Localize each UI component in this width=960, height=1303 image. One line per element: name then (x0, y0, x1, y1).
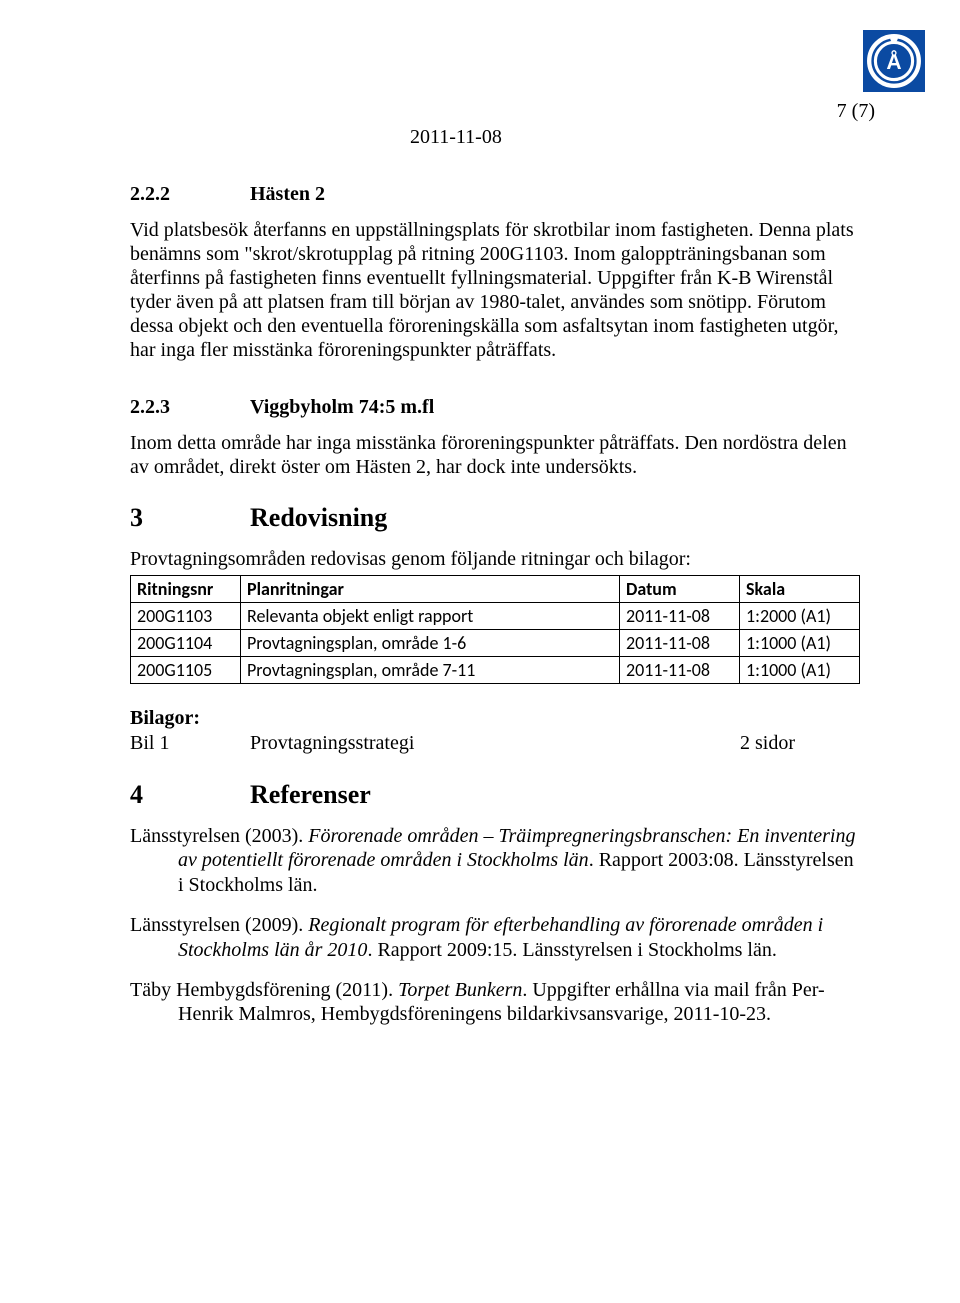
table-cell: 2011-11-08 (620, 603, 740, 630)
bilagor-row: Bil 1 Provtagningsstrategi 2 sidor (130, 731, 860, 756)
heading-3: 3Redovisning (130, 503, 860, 533)
page: Å 7 (7) 2011-11-08 2.2.2Hästen 2 Vid pla… (0, 0, 960, 1303)
table-cell: 1:1000 (A1) (740, 657, 860, 684)
heading-4: 4Referenser (130, 780, 860, 810)
section-title: Viggbyholm 74:5 m.fl (250, 396, 434, 418)
table-header: Planritningar (241, 576, 620, 603)
reference-item: Länsstyrelsen (2003). Förorenade områden… (130, 824, 860, 897)
document-date: 2011-11-08 (410, 126, 860, 149)
table-row: 200G1104 Provtagningsplan, område 1-6 20… (131, 630, 860, 657)
table-cell: 2011-11-08 (620, 630, 740, 657)
bilagor-block: Bilagor: Bil 1 Provtagningsstrategi 2 si… (130, 706, 860, 756)
reference-text: Länsstyrelsen (2003). (130, 825, 308, 847)
paragraph: Inom detta område har inga misstänka för… (130, 431, 860, 479)
paragraph: Vid platsbesök återfanns en uppställning… (130, 218, 860, 362)
svg-text:Å: Å (886, 50, 901, 74)
section-number: 2.2.3 (130, 396, 250, 419)
table-cell: Relevanta objekt enligt rapport (241, 603, 620, 630)
bilagor-pages: 2 sidor (740, 731, 860, 756)
reference-text: Länsstyrelsen (2009). (130, 914, 308, 936)
table-row: 200G1105 Provtagningsplan, område 7-11 2… (131, 657, 860, 684)
reference-item: Länsstyrelsen (2009). Regionalt program … (130, 913, 860, 962)
table-cell: 200G1104 (131, 630, 241, 657)
table-header-row: Ritningsnr Planritningar Datum Skala (131, 576, 860, 603)
section-title: Hästen 2 (250, 183, 325, 205)
section-number: 4 (130, 780, 250, 810)
table-cell: 1:1000 (A1) (740, 630, 860, 657)
table-cell: Provtagningsplan, område 1-6 (241, 630, 620, 657)
table-header: Datum (620, 576, 740, 603)
reference-text: Täby Hembygdsförening (2011). (130, 979, 398, 1001)
section-number: 2.2.2 (130, 183, 250, 206)
table-cell: 200G1105 (131, 657, 241, 684)
bilagor-title: Provtagningsstrategi (250, 731, 740, 756)
page-number: 7 (7) (837, 100, 875, 123)
bilagor-heading: Bilagor: (130, 706, 860, 731)
heading-2-2-3: 2.2.3Viggbyholm 74:5 m.fl (130, 396, 860, 419)
reference-item: Täby Hembygdsförening (2011). Torpet Bun… (130, 978, 860, 1027)
table-header: Ritningsnr (131, 576, 241, 603)
table-header: Skala (740, 576, 860, 603)
section-number: 3 (130, 503, 250, 533)
section-title: Redovisning (250, 503, 387, 532)
table-cell: 1:2000 (A1) (740, 603, 860, 630)
paragraph: Provtagningsområden redovisas genom följ… (130, 547, 860, 571)
table-cell: Provtagningsplan, område 7-11 (241, 657, 620, 684)
table-cell: 200G1103 (131, 603, 241, 630)
table-cell: 2011-11-08 (620, 657, 740, 684)
ritningar-table: Ritningsnr Planritningar Datum Skala 200… (130, 575, 860, 684)
heading-2-2-2: 2.2.2Hästen 2 (130, 183, 860, 206)
reference-text: . Rapport 2009:15. Länsstyrelsen i Stock… (367, 939, 776, 961)
section-title: Referenser (250, 780, 371, 809)
table-row: 200G1103 Relevanta objekt enligt rapport… (131, 603, 860, 630)
bilagor-id: Bil 1 (130, 731, 250, 756)
reference-title-italic: Torpet Bunkern (398, 979, 522, 1001)
company-logo: Å (863, 30, 925, 92)
